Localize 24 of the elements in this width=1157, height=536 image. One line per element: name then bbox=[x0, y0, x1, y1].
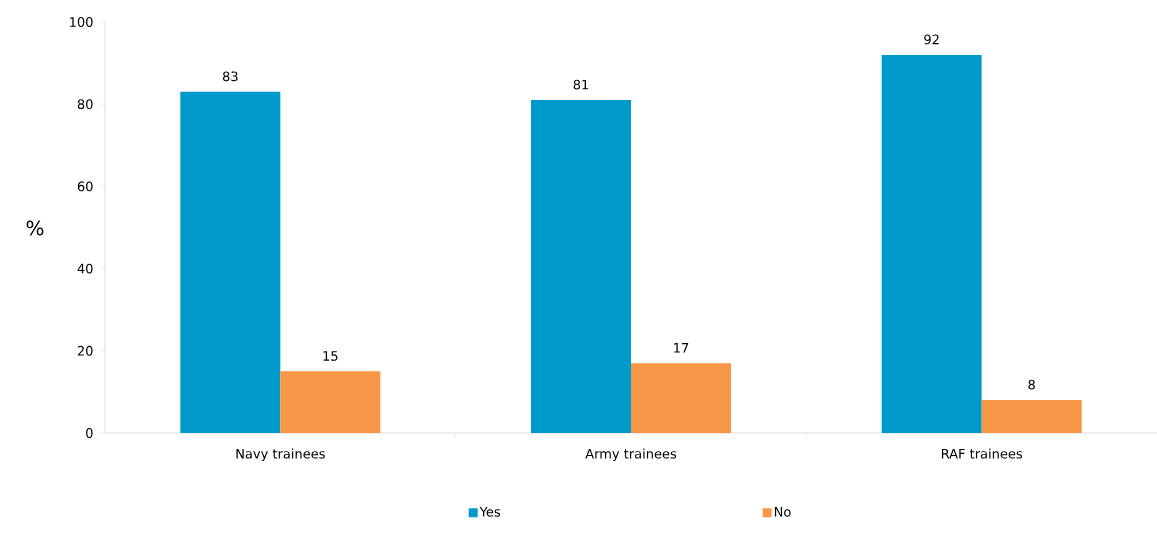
bar bbox=[981, 400, 1082, 433]
y-tick-label: 40 bbox=[77, 263, 93, 274]
bar bbox=[280, 371, 381, 433]
bar bbox=[881, 54, 982, 433]
bar bbox=[631, 363, 731, 433]
y-tick-label: 0 bbox=[86, 428, 93, 438]
x-tick-label: Navy trainees bbox=[236, 448, 325, 462]
data-label: 15 bbox=[323, 351, 338, 361]
legend-label: Yes bbox=[479, 507, 501, 517]
y-tick-label: 100 bbox=[70, 17, 93, 27]
x-tick-label: Army trainees bbox=[585, 448, 677, 462]
bar bbox=[180, 91, 281, 433]
data-label: 17 bbox=[674, 343, 689, 353]
bar bbox=[531, 100, 631, 433]
y-tick-label: 20 bbox=[77, 345, 93, 356]
data-label: 81 bbox=[573, 79, 589, 90]
data-label: 92 bbox=[924, 34, 939, 45]
legend-label: No bbox=[774, 507, 791, 517]
y-axis-title: % bbox=[26, 220, 44, 236]
x-tick-label: RAF trainees bbox=[941, 448, 1023, 459]
y-tick-label: 80 bbox=[77, 99, 93, 110]
y-tick-label: 60 bbox=[77, 181, 93, 192]
data-label: 8 bbox=[1028, 379, 1035, 390]
data-label: 83 bbox=[222, 71, 238, 82]
